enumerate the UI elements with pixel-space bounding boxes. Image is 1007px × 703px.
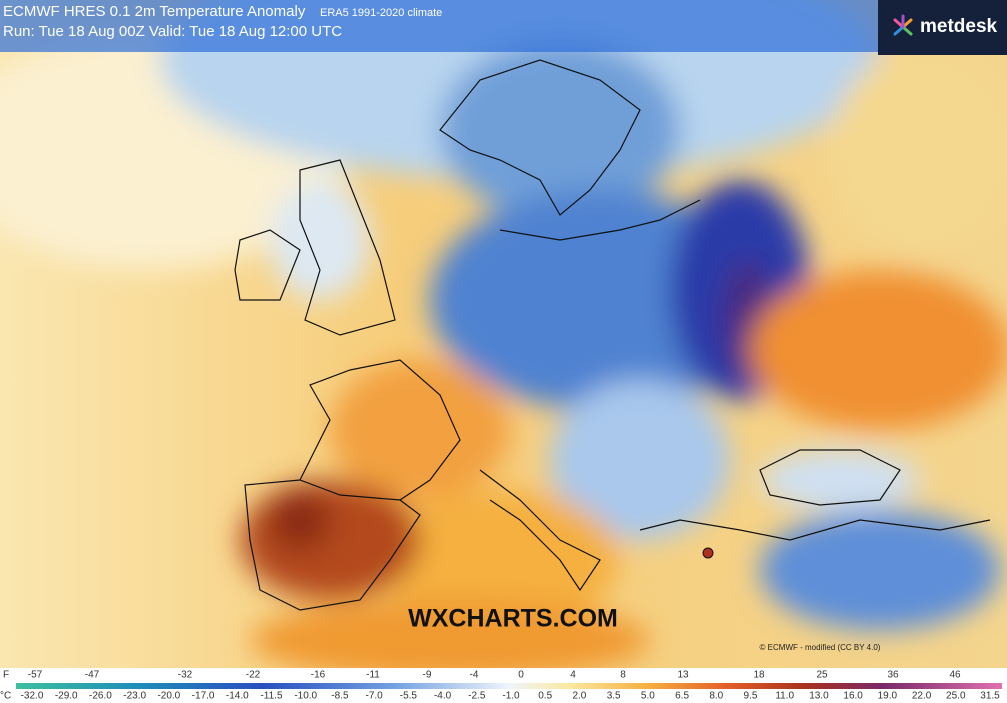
- legend-f-label: -11: [366, 670, 380, 681]
- legend-f-label: -4: [470, 670, 479, 681]
- legend-f-label: 4: [570, 670, 576, 681]
- coastlines: [234, 59, 991, 611]
- legend-c-label: -10.0: [294, 691, 317, 702]
- legend-c-label: -5.5: [400, 691, 418, 702]
- legend-c-label: 25.0: [946, 691, 966, 702]
- legend-f-label: -57: [28, 670, 43, 681]
- legend-c-label: -2.5: [468, 691, 486, 702]
- title: ECMWF HRES 0.1 2m Temperature Anomaly: [3, 3, 306, 20]
- anomaly-field: [0, 0, 1007, 680]
- legend-c-label: -8.5: [331, 691, 349, 702]
- legend-f-label: 18: [753, 670, 765, 681]
- logo: metdesk: [920, 16, 998, 37]
- credit: © ECMWF - modified (CC BY 4.0): [760, 643, 881, 652]
- legend-c-label: -7.0: [366, 691, 384, 702]
- legend-f-label: -32: [178, 670, 193, 681]
- legend-c-label: 16.0: [843, 691, 863, 702]
- legend-c-label: 9.5: [744, 691, 758, 702]
- run-info: Run: Tue 18 Aug 00Z Valid: Tue 18 Aug 12…: [3, 23, 342, 40]
- legend-c-label: 5.0: [641, 691, 655, 702]
- legend-c-label: -29.0: [55, 691, 78, 702]
- legend-c-label: 31.5: [980, 691, 1000, 702]
- legend-c-label: -32.0: [21, 691, 44, 702]
- legend-c-label: 22.0: [912, 691, 932, 702]
- legend-c-label: -11.5: [260, 691, 282, 702]
- legend-c-label: -4.0: [434, 691, 452, 702]
- legend-c-label: -17.0: [192, 691, 215, 702]
- legend-c-label: 8.0: [709, 691, 723, 702]
- legend-c-label: -23.0: [123, 691, 146, 702]
- legend-f-label: 36: [887, 670, 899, 681]
- legend-c-label: 11.0: [775, 691, 794, 702]
- legend-c-label: -14.0: [226, 691, 249, 702]
- climate: ERA5 1991-2020 climate: [320, 7, 442, 19]
- marker: [702, 547, 714, 559]
- legend-c-label: 19.0: [878, 691, 898, 702]
- logo-mark: [893, 14, 913, 36]
- legend-c-label: -20.0: [157, 691, 180, 702]
- legend-c-label: -1.0: [502, 691, 520, 702]
- legend-f-label: 25: [816, 670, 828, 681]
- legend-c-label: 2.0: [572, 691, 586, 702]
- legend-f-label: -22: [246, 670, 261, 681]
- legend-f-label: -9: [423, 670, 432, 681]
- legend-f-label: 46: [949, 670, 961, 681]
- legend-f-label: -47: [85, 670, 100, 681]
- legend-f-label: 0: [518, 670, 524, 681]
- legend-c-label: 0.5: [538, 691, 552, 702]
- legend-unit-c: °C: [0, 691, 11, 702]
- legend-unit-f: F: [3, 670, 9, 681]
- legend-f-label: -16: [311, 670, 326, 681]
- legend-c-label: -26.0: [89, 691, 112, 702]
- legend-f-label: 8: [620, 670, 626, 681]
- legend-f-label: 13: [677, 670, 689, 681]
- header: metdesk ECMWF HRES 0.1 2m Temperature An…: [0, 0, 1007, 55]
- legend-c-label: 6.5: [675, 691, 689, 702]
- legend: F °C -57 -47 -32 -22 -16 -11 -9 -4 0 4 8 13 18 25 36 46…: [0, 668, 1007, 703]
- legend-c-label: 3.5: [607, 691, 621, 702]
- legend-c-label: 13.0: [809, 691, 829, 702]
- watermark: WXCHARTS.COM: [408, 605, 618, 633]
